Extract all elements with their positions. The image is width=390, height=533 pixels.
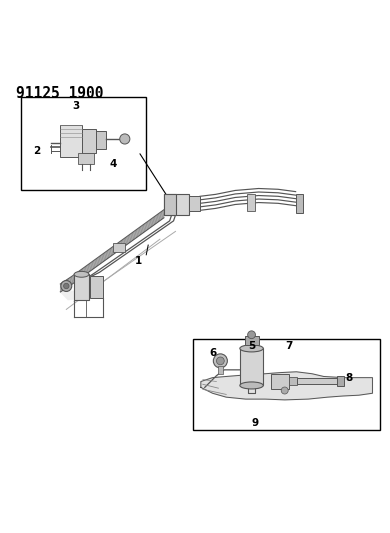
Bar [164, 193, 189, 215]
Bar [189, 196, 200, 211]
Ellipse shape [74, 271, 89, 277]
Bar [218, 366, 223, 374]
Circle shape [213, 354, 227, 368]
Bar [113, 243, 125, 253]
Polygon shape [60, 210, 164, 300]
Text: 8: 8 [346, 373, 353, 383]
Text: 5: 5 [248, 342, 255, 351]
Polygon shape [201, 372, 372, 400]
Bar [240, 349, 263, 385]
Bar [21, 97, 146, 190]
Circle shape [216, 357, 224, 365]
Text: 91125 1900: 91125 1900 [16, 86, 103, 101]
Text: 9: 9 [252, 418, 259, 429]
Bar [78, 152, 94, 164]
Bar [337, 376, 344, 386]
Bar [90, 276, 103, 298]
Circle shape [61, 280, 72, 292]
Bar [271, 374, 289, 389]
Bar [74, 274, 89, 300]
Text: 7: 7 [285, 342, 292, 351]
Text: 2: 2 [34, 147, 41, 157]
Bar [164, 193, 176, 215]
Text: 6: 6 [209, 348, 216, 358]
Bar [296, 193, 303, 213]
Bar [96, 131, 106, 149]
Bar [82, 129, 96, 152]
Circle shape [248, 331, 255, 338]
Circle shape [64, 283, 69, 289]
Text: 3: 3 [73, 101, 80, 111]
Bar [289, 377, 297, 385]
Text: 1: 1 [135, 256, 142, 265]
Bar [193, 338, 380, 430]
Bar [297, 378, 338, 384]
Bar [247, 193, 255, 211]
Circle shape [281, 387, 288, 394]
Bar [245, 336, 259, 344]
Bar [60, 125, 82, 157]
Circle shape [120, 134, 130, 144]
Ellipse shape [240, 382, 263, 389]
Text: 4: 4 [110, 159, 117, 169]
Ellipse shape [240, 345, 263, 352]
